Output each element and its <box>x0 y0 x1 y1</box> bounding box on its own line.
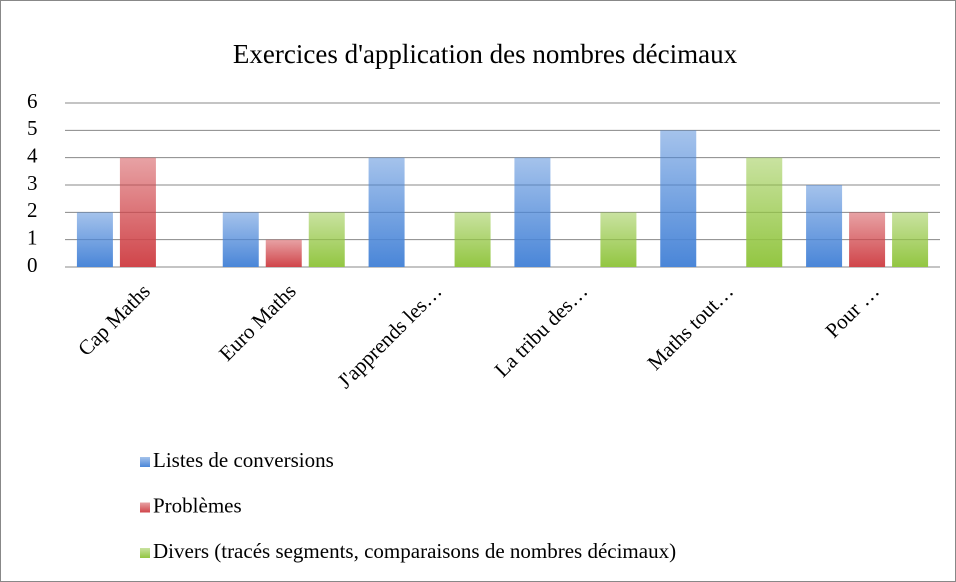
bar <box>119 157 156 267</box>
bar <box>892 212 929 267</box>
y-tick-label: 0 <box>27 253 38 277</box>
bar <box>308 212 345 267</box>
legend-swatch <box>140 502 150 513</box>
y-tick-label: 5 <box>27 116 38 140</box>
chart-title: Exercices d'application des nombres déci… <box>233 39 738 69</box>
bar <box>222 212 259 267</box>
y-tick-label: 4 <box>27 143 38 167</box>
bar <box>746 157 783 267</box>
legend-label: Listes de conversions <box>153 448 334 472</box>
bar <box>806 185 843 267</box>
bar <box>660 130 697 267</box>
bar <box>454 212 491 267</box>
legend-label: Divers (tracés segments, comparaisons de… <box>153 539 676 563</box>
legend-label: Problèmes <box>153 493 242 517</box>
y-tick-label: 6 <box>27 89 38 113</box>
bar <box>368 157 405 267</box>
bar <box>514 157 551 267</box>
y-tick-label: 1 <box>27 225 38 249</box>
y-tick-label: 2 <box>27 198 38 222</box>
y-tick-label: 3 <box>27 171 38 195</box>
bar <box>265 239 302 267</box>
bar <box>76 212 113 267</box>
bar <box>849 212 886 267</box>
bar <box>600 212 637 267</box>
legend-swatch <box>140 548 150 558</box>
legend-swatch <box>140 457 150 467</box>
